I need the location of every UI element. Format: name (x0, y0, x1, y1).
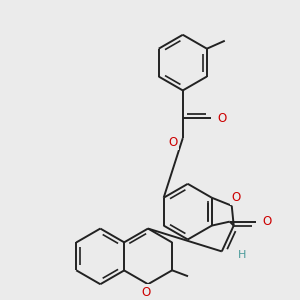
Text: O: O (231, 191, 240, 204)
Text: H: H (238, 250, 246, 260)
Text: O: O (262, 215, 271, 228)
Text: O: O (217, 112, 226, 125)
Text: O: O (168, 136, 178, 148)
Text: O: O (141, 286, 151, 299)
